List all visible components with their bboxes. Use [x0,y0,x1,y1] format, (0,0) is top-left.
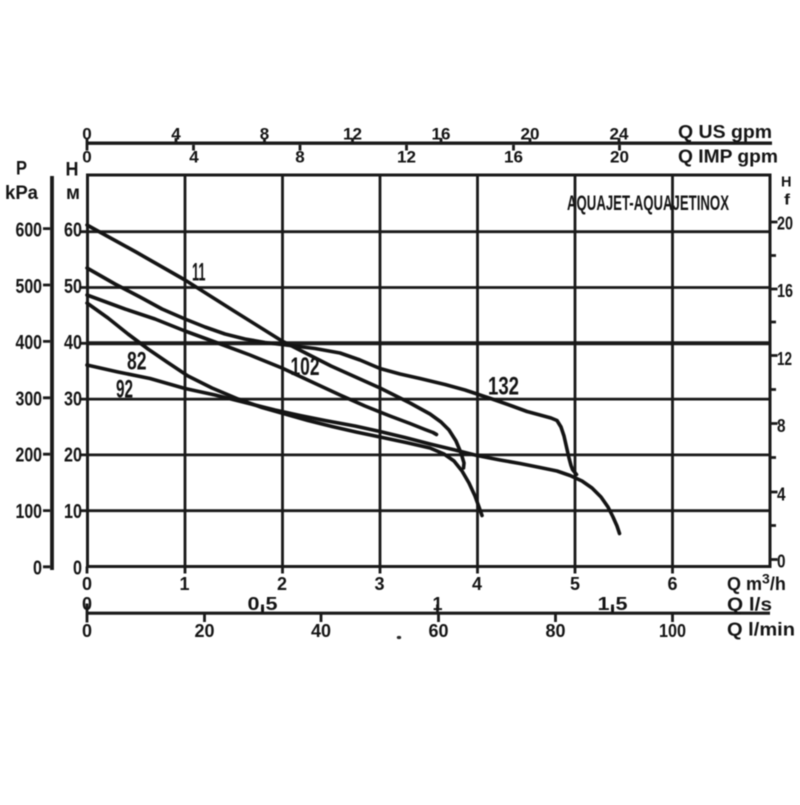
svg-text:H: H [781,174,792,191]
svg-text:Q US gpm: Q US gpm [678,122,772,142]
svg-text:Q IMP gpm: Q IMP gpm [678,147,778,167]
svg-text:0: 0 [82,574,92,594]
svg-text:kPa: kPa [5,183,38,204]
svg-text:60: 60 [429,621,449,641]
svg-text:8: 8 [777,416,786,436]
svg-text:20: 20 [610,148,629,167]
svg-text:4: 4 [472,574,482,594]
svg-text:8: 8 [260,125,269,144]
svg-text:0,5: 0,5 [248,594,278,614]
svg-text:100: 100 [16,501,43,523]
svg-text:5: 5 [570,574,580,594]
svg-text:Q l/min: Q l/min [727,620,795,640]
svg-text:Q l/s: Q l/s [727,595,772,615]
svg-text:0: 0 [82,148,91,167]
svg-text:132: 132 [488,373,519,401]
svg-text:12: 12 [343,125,362,144]
svg-text:12: 12 [777,349,792,369]
svg-text:300: 300 [16,388,43,410]
svg-text:H: H [66,160,79,181]
svg-text:4: 4 [189,148,199,167]
svg-text:1: 1 [432,594,442,614]
svg-text:0: 0 [73,557,82,579]
svg-text:P: P [16,159,27,180]
svg-text:0: 0 [33,557,42,579]
svg-text:0: 0 [82,621,92,641]
svg-text:3: 3 [374,574,384,594]
svg-text:20: 20 [64,445,82,467]
svg-text:20: 20 [195,621,215,641]
svg-text:16: 16 [504,148,523,167]
svg-text:11: 11 [192,259,206,287]
svg-text:f: f [784,192,791,209]
svg-text:0: 0 [82,594,92,614]
svg-text:600: 600 [16,220,43,242]
svg-text:40: 40 [311,621,331,641]
svg-text:500: 500 [16,276,43,298]
svg-text:2: 2 [277,574,287,594]
svg-text:30: 30 [64,388,82,410]
svg-text:16: 16 [777,281,793,301]
svg-text:100: 100 [659,621,686,641]
svg-text:0: 0 [82,125,91,144]
svg-text:1: 1 [179,574,189,594]
svg-text:16: 16 [432,125,451,144]
svg-text:40: 40 [64,332,82,354]
svg-text:20: 20 [777,214,793,234]
svg-text:200: 200 [16,445,43,467]
svg-text:60: 60 [64,220,82,242]
svg-text:50: 50 [64,276,82,298]
svg-text:4: 4 [171,125,181,144]
svg-text:24: 24 [610,125,630,144]
svg-text:80: 80 [546,621,566,641]
svg-text:0: 0 [777,552,786,572]
svg-text:Q m3/h: Q m3/h [727,571,786,595]
svg-text:4: 4 [777,485,786,505]
svg-text:8: 8 [295,148,304,167]
svg-text:82: 82 [127,348,147,376]
svg-text:20: 20 [521,125,540,144]
svg-text:102: 102 [291,353,320,381]
svg-text:12: 12 [397,148,416,167]
svg-text:1,5: 1,5 [598,594,628,614]
svg-text:400: 400 [16,332,43,354]
svg-text:AQUAJET-AQUAJETINOX: AQUAJET-AQUAJETINOX [567,192,729,215]
svg-text:м: м [66,183,80,204]
svg-text:92: 92 [116,375,133,403]
svg-text:10: 10 [64,501,82,523]
svg-text:6: 6 [667,574,677,594]
